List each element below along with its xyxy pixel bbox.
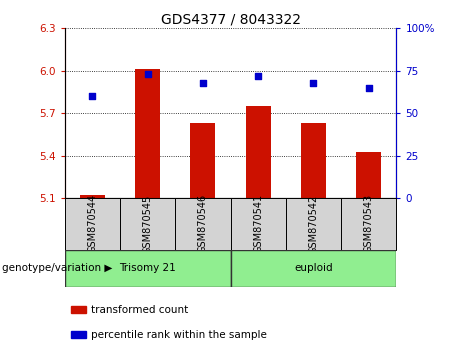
Text: genotype/variation ▶: genotype/variation ▶ [2, 263, 112, 273]
FancyBboxPatch shape [65, 250, 230, 287]
Text: euploid: euploid [294, 263, 333, 273]
Bar [135, 69, 160, 198]
Text: transformed count: transformed count [91, 305, 189, 315]
FancyBboxPatch shape [230, 250, 396, 287]
FancyBboxPatch shape [175, 198, 230, 250]
Text: GSM870541: GSM870541 [253, 194, 263, 253]
Point [199, 80, 207, 86]
Text: GSM870543: GSM870543 [364, 194, 374, 253]
Text: GSM870546: GSM870546 [198, 194, 208, 253]
Point [254, 73, 262, 79]
Text: percentile rank within the sample: percentile rank within the sample [91, 330, 267, 339]
Text: GSM870544: GSM870544 [87, 194, 97, 253]
Bar [246, 106, 271, 198]
Text: GSM870545: GSM870545 [142, 194, 153, 253]
Point [310, 80, 317, 86]
FancyBboxPatch shape [286, 198, 341, 250]
Bar [71, 306, 86, 313]
Text: GDS4377 / 8043322: GDS4377 / 8043322 [160, 12, 301, 27]
FancyBboxPatch shape [65, 198, 120, 250]
Bar [80, 195, 105, 198]
Text: GSM870542: GSM870542 [308, 194, 319, 253]
Point [89, 93, 96, 99]
Bar [71, 331, 86, 338]
Point [365, 85, 372, 91]
FancyBboxPatch shape [341, 198, 396, 250]
FancyBboxPatch shape [120, 198, 175, 250]
Point [144, 72, 151, 77]
Text: Trisomy 21: Trisomy 21 [119, 263, 176, 273]
Bar [356, 152, 381, 198]
Bar [301, 123, 326, 198]
Bar [190, 123, 215, 198]
FancyBboxPatch shape [230, 198, 286, 250]
